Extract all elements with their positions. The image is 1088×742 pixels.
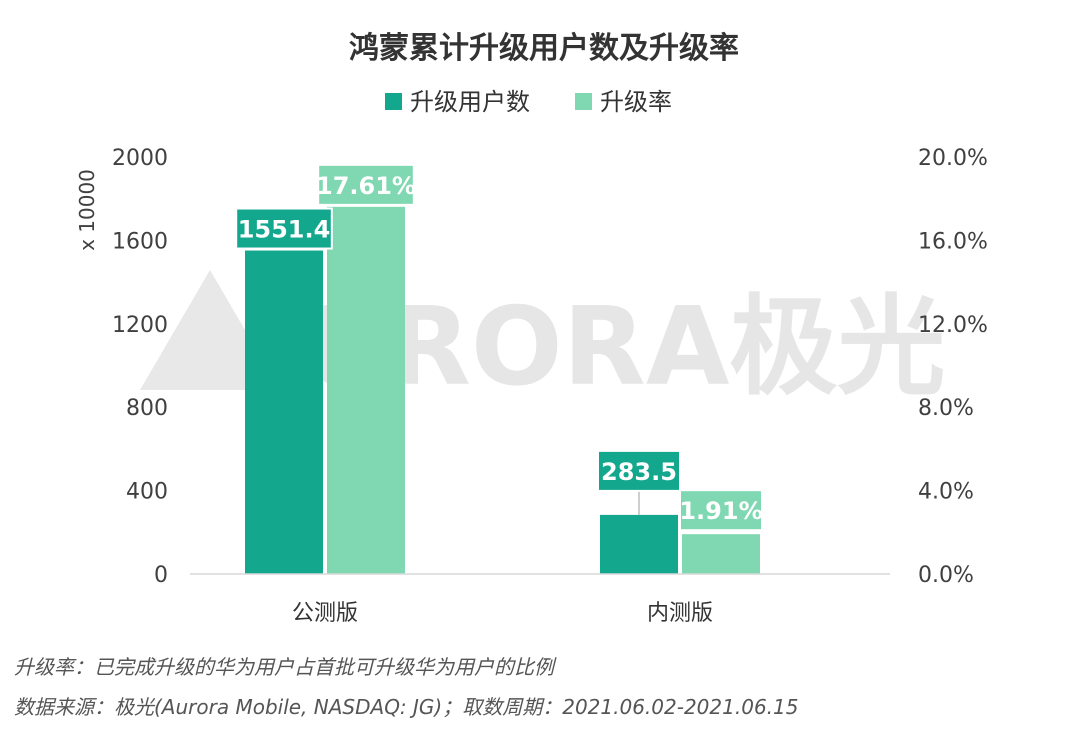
left-axis-ticks: 0 400 800 1200 1600 2000 [112, 146, 168, 588]
right-tick-label: 8.0% [918, 396, 974, 421]
bar-rate [682, 534, 760, 574]
category-labels: 公测版 内测版 [292, 601, 713, 626]
legend: 升级用户数 升级率 [385, 88, 672, 116]
data-labels: 1551.4 17.61% 283.51.91% [235, 163, 763, 532]
data-label: 1.91% [679, 497, 762, 525]
right-tick-label: 4.0% [918, 480, 974, 505]
right-tick-label: 16.0% [918, 229, 988, 254]
data-label-box [317, 163, 415, 206]
bar-users [600, 514, 678, 574]
legend-swatch-rate [575, 93, 592, 110]
left-tick-label: 0 [154, 563, 168, 588]
left-tick-label: 800 [126, 396, 168, 421]
y-axis-label: x 10000 [75, 169, 99, 251]
bar-rate [327, 206, 405, 575]
category-label: 内测版 [647, 601, 713, 626]
bars [245, 206, 760, 575]
data-label: 283.5 [601, 458, 677, 486]
note-source: 数据来源：极光(Aurora Mobile, NASDAQ: JG)；取数周期：… [14, 695, 798, 719]
data-label: 17.61% [316, 172, 416, 200]
right-tick-label: 20.0% [918, 146, 988, 171]
data-label-box [597, 449, 681, 492]
right-axis-ticks: 0.0% 4.0% 8.0% 12.0% 16.0% 20.0% [918, 146, 988, 588]
watermark-text: URORA极光 [300, 285, 945, 410]
legend-swatch-users [385, 93, 402, 110]
data-label: 1551.4 [238, 216, 331, 244]
category-label: 公测版 [292, 601, 358, 626]
left-tick-label: 2000 [112, 146, 168, 171]
legend-label-rate: 升级率 [600, 88, 672, 116]
left-tick-label: 400 [126, 480, 168, 505]
left-tick-label: 1200 [112, 313, 168, 338]
left-tick-label: 1600 [112, 229, 168, 254]
chart-title: 鸿蒙累计升级用户数及升级率 [349, 31, 739, 66]
data-label-box [235, 207, 333, 250]
note-definition: 升级率：已完成升级的华为用户占首批可升级华为用户的比例 [14, 655, 557, 679]
bar-users [245, 250, 323, 575]
right-tick-label: 12.0% [918, 313, 988, 338]
data-label-box [679, 489, 763, 532]
legend-label-users: 升级用户数 [410, 88, 530, 116]
right-tick-label: 0.0% [918, 563, 974, 588]
